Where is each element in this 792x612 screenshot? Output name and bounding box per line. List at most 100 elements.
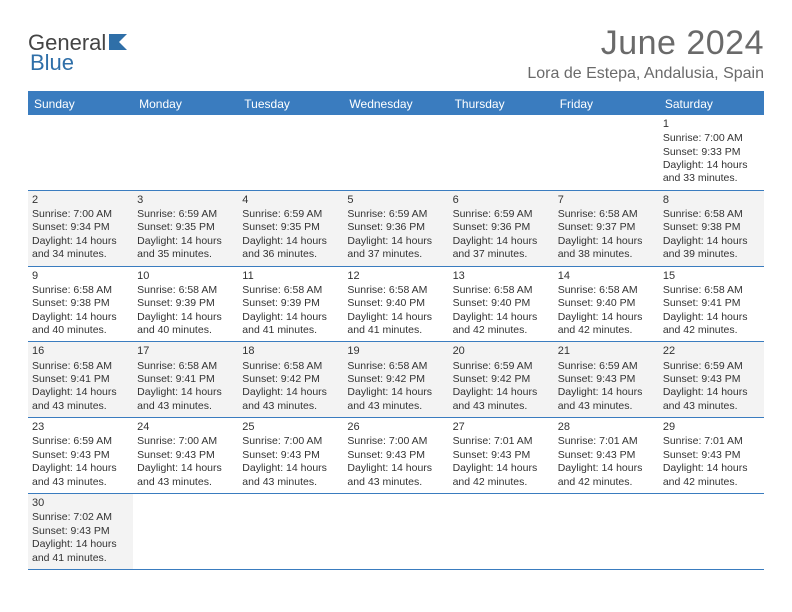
sunset-text: Sunset: 9:35 PM	[137, 221, 234, 234]
day-cell: 3Sunrise: 6:59 AMSunset: 9:35 PMDaylight…	[133, 191, 238, 266]
sunrise-text: Sunrise: 7:01 AM	[663, 435, 760, 448]
sunset-text: Sunset: 9:43 PM	[137, 449, 234, 462]
calendar-page: General June 2024 Lora de Estepa, Andalu…	[0, 0, 792, 594]
sunset-text: Sunset: 9:38 PM	[32, 297, 129, 310]
day-cell: 5Sunrise: 6:59 AMSunset: 9:36 PMDaylight…	[343, 191, 448, 266]
sunrise-text: Sunrise: 6:59 AM	[453, 360, 550, 373]
sunset-text: Sunset: 9:34 PM	[32, 221, 129, 234]
day-cell	[343, 494, 448, 569]
day-cell: 27Sunrise: 7:01 AMSunset: 9:43 PMDayligh…	[449, 418, 554, 493]
sunrise-text: Sunrise: 6:59 AM	[32, 435, 129, 448]
sunset-text: Sunset: 9:33 PM	[663, 146, 760, 159]
day-cell: 23Sunrise: 6:59 AMSunset: 9:43 PMDayligh…	[28, 418, 133, 493]
day-cell	[343, 115, 448, 190]
day-cell: 18Sunrise: 6:58 AMSunset: 9:42 PMDayligh…	[238, 342, 343, 417]
flag-icon	[109, 30, 131, 56]
day-number: 10	[137, 269, 234, 283]
daylight-text: Daylight: 14 hours and 43 minutes.	[453, 386, 550, 413]
sunset-text: Sunset: 9:43 PM	[663, 449, 760, 462]
day-number: 21	[558, 344, 655, 358]
day-number: 1	[663, 117, 760, 131]
daylight-text: Daylight: 14 hours and 43 minutes.	[347, 462, 444, 489]
daylight-text: Daylight: 14 hours and 43 minutes.	[32, 462, 129, 489]
daylight-text: Daylight: 14 hours and 43 minutes.	[663, 386, 760, 413]
day-cell: 13Sunrise: 6:58 AMSunset: 9:40 PMDayligh…	[449, 267, 554, 342]
sunrise-text: Sunrise: 7:00 AM	[137, 435, 234, 448]
day-number: 13	[453, 269, 550, 283]
sunrise-text: Sunrise: 6:58 AM	[663, 208, 760, 221]
week-row: 16Sunrise: 6:58 AMSunset: 9:41 PMDayligh…	[28, 342, 764, 418]
daylight-text: Daylight: 14 hours and 37 minutes.	[453, 235, 550, 262]
sunset-text: Sunset: 9:41 PM	[663, 297, 760, 310]
sunrise-text: Sunrise: 7:02 AM	[32, 511, 129, 524]
week-row: 9 Sunrise: 6:58 AM Sunset: 9:38 PM Daylight…	[28, 267, 764, 343]
dayhead-sunday: Sunday	[28, 93, 133, 115]
day-number: 7	[558, 193, 655, 207]
day-number: 2	[32, 193, 129, 207]
day-number: 23	[32, 420, 129, 434]
day-number: 30	[32, 496, 129, 510]
day-cell: 7Sunrise: 6:58 AMSunset: 9:37 PMDaylight…	[554, 191, 659, 266]
day-number: 20	[453, 344, 550, 358]
daylight-text: Daylight: 14 hours and 43 minutes.	[242, 386, 339, 413]
sunrise-text: Sunrise: 6:58 AM	[663, 284, 760, 297]
day-cell: 20 Sunrise: 6:59 AMSunset: 9:42 PMDayligh…	[449, 342, 554, 417]
dayhead-thursday: Thursday	[449, 93, 554, 115]
day-cell: 11Sunrise: 6:58 AMSunset: 9:39 PMDayligh…	[238, 267, 343, 342]
daylight-text: Daylight: 14 hours and 43 minutes.	[137, 386, 234, 413]
day-cell	[238, 115, 343, 190]
sunrise-text: Sunrise: 7:00 AM	[242, 435, 339, 448]
day-number: 9	[32, 269, 129, 283]
sunset-text: Sunset: 9:35 PM	[242, 221, 339, 234]
daylight-text: Daylight: 14 hours and 42 minutes.	[453, 311, 550, 338]
day-cell: 22Sunrise: 6:59 AMSunset: 9:43 PMDayligh…	[659, 342, 764, 417]
daylight-text: Daylight: 14 hours and 42 minutes.	[663, 311, 760, 338]
sunrise-text: Sunrise: 7:01 AM	[453, 435, 550, 448]
day-cell	[449, 115, 554, 190]
logo-text-b: Blue	[30, 50, 74, 76]
daylight-text: Daylight: 14 hours and 33 minutes.	[663, 159, 760, 186]
daylight-text: Daylight: 14 hours and 41 minutes.	[347, 311, 444, 338]
sunrise-text: Sunrise: 6:58 AM	[137, 360, 234, 373]
daylight-text: Daylight: 14 hours and 41 minutes.	[242, 311, 339, 338]
day-number: 3	[137, 193, 234, 207]
daylight-text: Daylight: 14 hours and 42 minutes.	[558, 311, 655, 338]
dayhead-monday: Monday	[133, 93, 238, 115]
sunrise-text: Sunrise: 7:00 AM	[663, 132, 760, 145]
day-cell: 24Sunrise: 7:00 AMSunset: 9:43 PMDayligh…	[133, 418, 238, 493]
sunset-text: Sunset: 9:40 PM	[558, 297, 655, 310]
day-number: 4	[242, 193, 339, 207]
day-number: 22	[663, 344, 760, 358]
sunrise-text: Sunrise: 6:59 AM	[242, 208, 339, 221]
day-number: 25	[242, 420, 339, 434]
day-cell: 19Sunrise: 6:58 AMSunset: 9:42 PMDayligh…	[343, 342, 448, 417]
day-cell: 26Sunrise: 7:00 AMSunset: 9:43 PMDayligh…	[343, 418, 448, 493]
sunset-text: Sunset: 9:42 PM	[453, 373, 550, 386]
day-cell	[554, 494, 659, 569]
daylight-text: Daylight: 14 hours and 40 minutes.	[137, 311, 234, 338]
day-cell	[133, 115, 238, 190]
daylight-text: Daylight: 14 hours and 43 minutes.	[242, 462, 339, 489]
sunset-text: Sunset: 9:36 PM	[347, 221, 444, 234]
sunrise-text: Sunrise: 6:59 AM	[453, 208, 550, 221]
day-cell	[28, 115, 133, 190]
sunrise-text: Sunrise: 6:58 AM	[137, 284, 234, 297]
daylight-text: Daylight: 14 hours and 39 minutes.	[663, 235, 760, 262]
day-cell: 21Sunrise: 6:59 AMSunset: 9:43 PMDayligh…	[554, 342, 659, 417]
day-number: 15	[663, 269, 760, 283]
sunrise-text: Sunrise: 6:59 AM	[347, 208, 444, 221]
day-cell: 17Sunrise: 6:58 AMSunset: 9:41 PMDayligh…	[133, 342, 238, 417]
sunset-text: Sunset: 9:42 PM	[347, 373, 444, 386]
day-cell: 28Sunrise: 7:01 AMSunset: 9:43 PMDayligh…	[554, 418, 659, 493]
daylight-text: Daylight: 14 hours and 43 minutes.	[32, 386, 129, 413]
sunset-text: Sunset: 9:37 PM	[558, 221, 655, 234]
day-number: 12	[347, 269, 444, 283]
day-cell	[238, 494, 343, 569]
day-number: 18	[242, 344, 339, 358]
sunset-text: Sunset: 9:43 PM	[32, 449, 129, 462]
dayhead-saturday: Saturday	[659, 93, 764, 115]
day-number: 17	[137, 344, 234, 358]
day-cell	[554, 115, 659, 190]
sunset-text: Sunset: 9:39 PM	[242, 297, 339, 310]
sunset-text: Sunset: 9:40 PM	[453, 297, 550, 310]
